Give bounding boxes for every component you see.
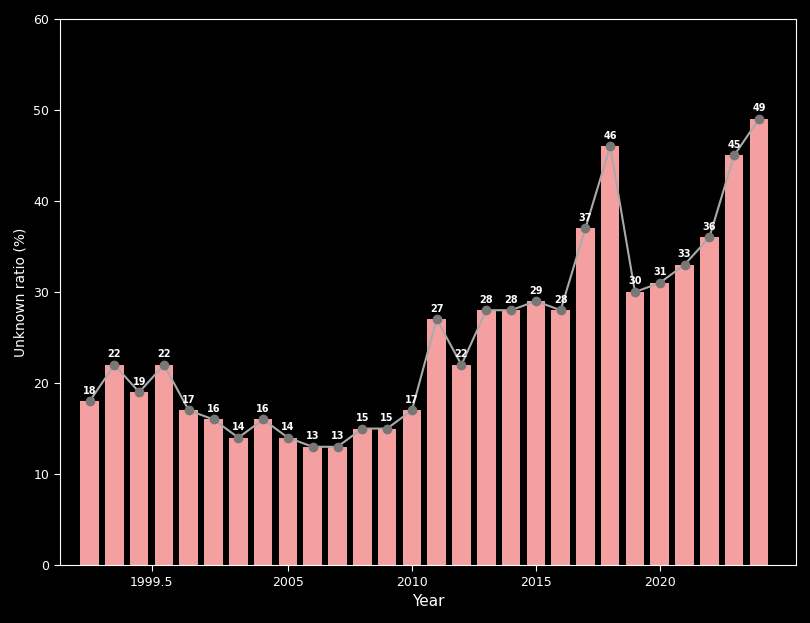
Bar [749, 119, 768, 565]
Bar [625, 292, 644, 565]
Bar [725, 156, 744, 565]
X-axis label: Year: Year [411, 594, 444, 609]
Text: 28: 28 [504, 295, 518, 305]
Bar [377, 429, 396, 565]
Text: 22: 22 [454, 350, 468, 359]
Text: 19: 19 [133, 377, 146, 387]
Text: 30: 30 [629, 277, 642, 287]
Text: 27: 27 [430, 304, 443, 314]
Text: 17: 17 [405, 395, 419, 405]
Text: 13: 13 [306, 431, 319, 441]
Text: 36: 36 [702, 222, 716, 232]
Bar [501, 310, 520, 565]
Bar [105, 365, 124, 565]
Bar [601, 146, 620, 565]
Text: 16: 16 [257, 404, 270, 414]
Bar [180, 411, 198, 565]
Text: 45: 45 [727, 140, 741, 150]
Y-axis label: Unknown ratio (%): Unknown ratio (%) [14, 227, 28, 357]
Text: 13: 13 [330, 431, 344, 441]
Bar [428, 320, 446, 565]
Bar [130, 392, 148, 565]
Bar [155, 365, 173, 565]
Text: 17: 17 [182, 395, 195, 405]
Bar [452, 365, 471, 565]
Text: 14: 14 [232, 422, 245, 432]
Text: 18: 18 [83, 386, 96, 396]
Text: 28: 28 [480, 295, 493, 305]
Text: 31: 31 [653, 267, 667, 277]
Bar [552, 310, 570, 565]
Bar [254, 419, 272, 565]
Bar [304, 447, 322, 565]
Text: 49: 49 [752, 103, 765, 113]
Text: 22: 22 [108, 350, 122, 359]
Bar [650, 283, 669, 565]
Bar [403, 411, 421, 565]
Text: 22: 22 [157, 350, 171, 359]
Text: 37: 37 [578, 212, 592, 223]
Bar [676, 265, 694, 565]
Text: 29: 29 [529, 285, 543, 295]
Text: 46: 46 [603, 131, 617, 141]
Bar [229, 438, 248, 565]
Bar [279, 438, 297, 565]
Text: 14: 14 [281, 422, 295, 432]
Bar [576, 228, 595, 565]
Bar [80, 401, 99, 565]
Text: 15: 15 [356, 413, 369, 423]
Bar [526, 301, 545, 565]
Text: 16: 16 [207, 404, 220, 414]
Text: 15: 15 [381, 413, 394, 423]
Bar [700, 237, 718, 565]
Bar [204, 419, 223, 565]
Bar [328, 447, 347, 565]
Bar [477, 310, 496, 565]
Text: 33: 33 [678, 249, 691, 259]
Text: 28: 28 [554, 295, 568, 305]
Bar [353, 429, 372, 565]
